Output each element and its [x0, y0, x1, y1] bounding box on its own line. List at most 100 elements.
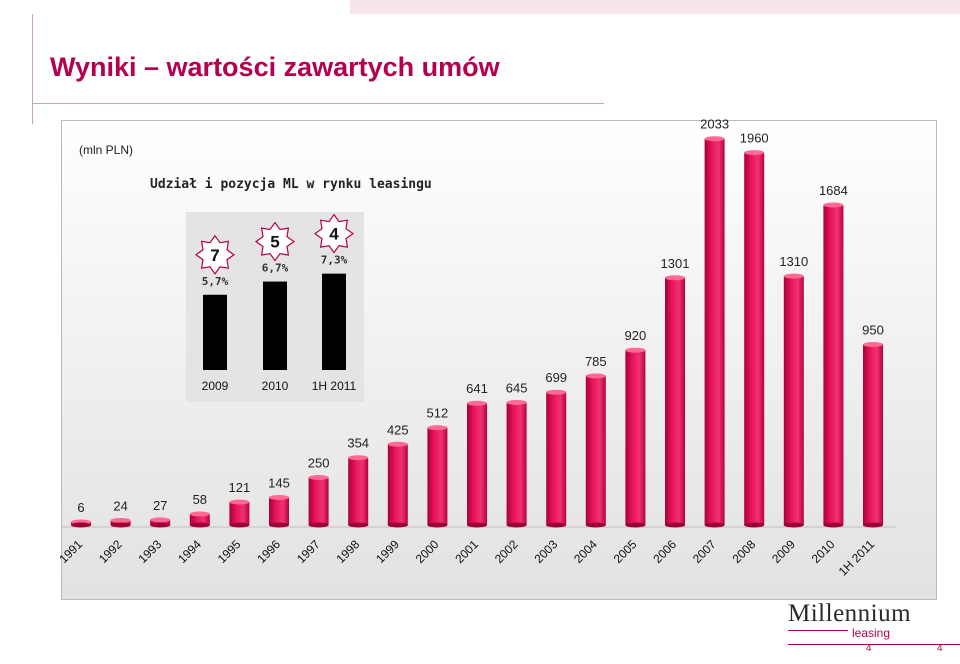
- x-tick-label: 1992: [96, 537, 125, 566]
- data-label: 645: [506, 380, 528, 395]
- bar-cap: [625, 347, 646, 353]
- bar-base: [189, 522, 210, 528]
- footer-rule: [788, 644, 960, 645]
- data-label: 1684: [819, 183, 848, 198]
- x-tick-label: 1994: [175, 537, 204, 566]
- position-star-icon: [313, 213, 355, 254]
- bar-2003: [546, 392, 567, 525]
- bar-base: [546, 522, 567, 528]
- x-tick-label: 1995: [215, 537, 244, 566]
- bar-cap: [387, 441, 408, 447]
- inset-bar-1h-2011: [322, 273, 346, 370]
- bar-cap: [110, 517, 131, 523]
- x-tick-label: 2005: [611, 537, 640, 566]
- bar-cap: [704, 136, 725, 142]
- top-accent-band: [350, 0, 960, 14]
- x-tick-label: 1996: [254, 537, 283, 566]
- x-tick-label: 2001: [452, 537, 481, 566]
- bar-2005: [625, 350, 646, 525]
- inset-value-label: 6,7%: [262, 262, 289, 275]
- bar-2001: [467, 403, 487, 525]
- bar-base: [229, 522, 250, 528]
- bar-1999: [387, 444, 408, 525]
- logo-name: Millennium: [788, 600, 912, 627]
- data-label: 699: [545, 370, 567, 385]
- page-number-center: 4: [866, 643, 872, 654]
- position-star-icon: [254, 221, 296, 262]
- bar-base: [665, 522, 685, 528]
- logo-sub: leasing: [852, 626, 891, 640]
- bar-2006: [665, 277, 685, 525]
- bar-1995: [229, 502, 250, 525]
- bar-cap: [585, 373, 606, 379]
- x-tick-label: 2000: [413, 537, 442, 566]
- bar-2010: [823, 205, 844, 526]
- bar-base: [823, 522, 844, 528]
- position-star-icon: [194, 234, 236, 275]
- inset-x-label: 2009: [202, 379, 229, 393]
- data-label: 145: [268, 475, 290, 490]
- unit-label: (mln PLN): [79, 143, 133, 157]
- x-tick-label: 2007: [690, 537, 719, 566]
- bar-2000: [427, 427, 448, 525]
- inset-bar-2010: [263, 281, 287, 370]
- bar-base: [704, 522, 725, 528]
- bar-base: [744, 522, 765, 528]
- logo-rule: [788, 630, 848, 631]
- position-label: 7: [210, 246, 219, 265]
- data-label: 354: [347, 436, 369, 451]
- position-label: 5: [270, 233, 279, 252]
- data-label: 950: [862, 323, 884, 338]
- bar-2009: [783, 276, 804, 525]
- bar-cap: [348, 455, 369, 461]
- bar-cap: [546, 389, 567, 395]
- bar-1h-2011: [863, 344, 883, 525]
- bar-base: [783, 522, 804, 528]
- bar-base: [348, 522, 369, 528]
- bar-cap: [150, 517, 171, 523]
- bar-base: [269, 522, 289, 528]
- x-tick-label: 2006: [650, 537, 679, 566]
- data-label: 2033: [700, 117, 729, 132]
- inset-x-label: 1H 2011: [312, 379, 357, 393]
- data-label: 24: [113, 498, 127, 513]
- page-title: Wyniki – wartości zawartych umów: [50, 52, 500, 82]
- data-label: 785: [585, 354, 607, 369]
- inset-bar-2009: [203, 294, 227, 370]
- bar-1996: [269, 497, 289, 525]
- bar-cap: [823, 202, 844, 208]
- data-label: 1310: [779, 254, 808, 269]
- data-label: 250: [308, 456, 330, 471]
- data-label: 425: [387, 422, 409, 437]
- data-label: 512: [427, 406, 449, 421]
- x-tick-label: 2002: [492, 537, 521, 566]
- x-tick-label: 2003: [532, 537, 561, 566]
- inset-value-label: 5,7%: [202, 275, 229, 288]
- bar-base: [387, 522, 408, 528]
- bar-base: [585, 522, 606, 528]
- x-tick-label: 1997: [294, 537, 323, 566]
- data-label: 6: [77, 500, 84, 515]
- data-label: 58: [193, 492, 207, 507]
- bar-cap: [665, 275, 685, 281]
- bar-base: [467, 522, 487, 528]
- x-tick-label: 1H 2011: [836, 537, 878, 579]
- x-tick-label: 2008: [730, 537, 759, 566]
- bar-cap: [783, 273, 804, 279]
- bar-base: [150, 522, 171, 528]
- x-tick-label: 1991: [56, 537, 85, 566]
- position-label: 4: [329, 225, 339, 244]
- bar-base: [427, 522, 448, 528]
- x-tick-label: 1998: [334, 537, 363, 566]
- data-label: 27: [153, 498, 167, 513]
- data-label: 121: [229, 480, 251, 495]
- bar-cap: [744, 150, 765, 156]
- page-number-right: 4: [937, 643, 943, 654]
- data-label: 920: [625, 328, 647, 343]
- bar-1997: [308, 477, 329, 525]
- bar-cap: [229, 499, 250, 505]
- bar-2008: [744, 152, 765, 525]
- data-label: 641: [466, 381, 488, 396]
- bar-2002: [506, 402, 527, 525]
